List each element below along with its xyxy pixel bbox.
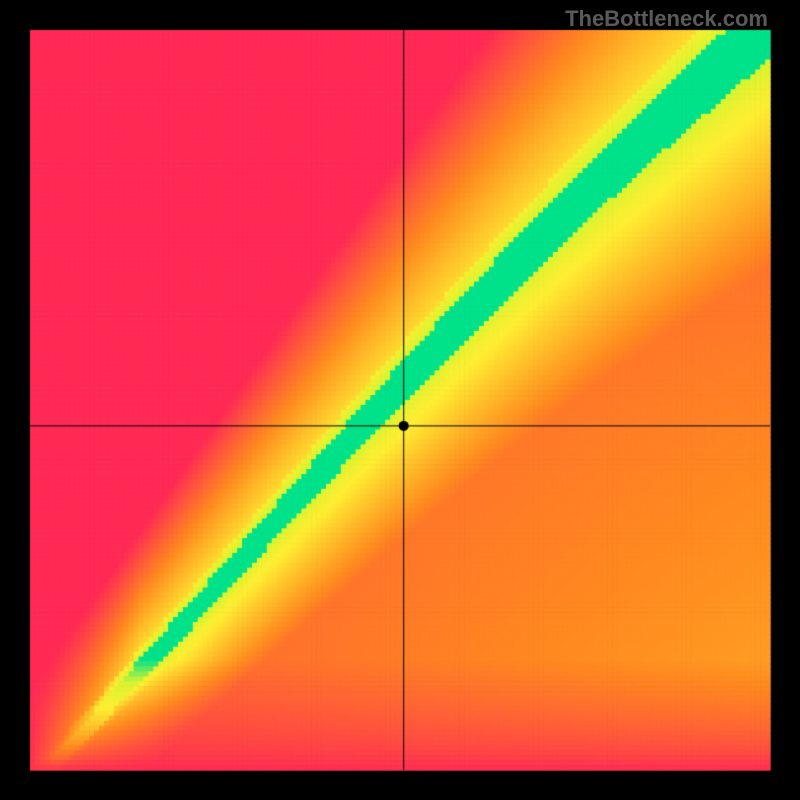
chart-container: TheBottleneck.com bbox=[0, 0, 800, 800]
watermark-text: TheBottleneck.com bbox=[565, 6, 768, 32]
bottleneck-heatmap bbox=[0, 0, 800, 800]
